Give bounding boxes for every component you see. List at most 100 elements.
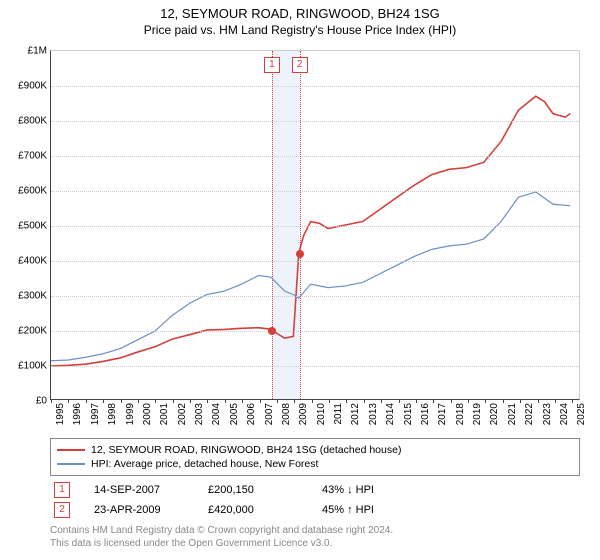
x-tick-label: 2022 bbox=[524, 403, 535, 425]
legend-series-row: 12, SEYMOUR ROAD, RINGWOOD, BH24 1SG (de… bbox=[57, 443, 573, 457]
legend-event-row: 223-APR-2009£420,00045% ↑ HPI bbox=[54, 502, 580, 518]
x-tick-mark bbox=[520, 399, 521, 403]
x-tick-label: 2017 bbox=[437, 403, 448, 425]
x-tick-mark bbox=[346, 399, 347, 403]
y-tick-label: £800K bbox=[18, 116, 47, 127]
x-tick-mark bbox=[381, 399, 382, 403]
y-tick-label: £500K bbox=[18, 221, 47, 232]
gridline bbox=[51, 366, 579, 367]
x-tick-label: 2015 bbox=[403, 403, 414, 425]
x-tick-label: 2023 bbox=[542, 403, 553, 425]
x-tick-mark bbox=[485, 399, 486, 403]
gridline bbox=[51, 86, 579, 87]
x-tick-label: 2013 bbox=[368, 403, 379, 425]
x-tick-mark bbox=[503, 399, 504, 403]
x-tick-mark bbox=[51, 399, 52, 403]
legend-label: 12, SEYMOUR ROAD, RINGWOOD, BH24 1SG (de… bbox=[91, 444, 401, 456]
x-tick-label: 2021 bbox=[507, 403, 518, 425]
series-line bbox=[51, 192, 570, 361]
event-date: 23-APR-2009 bbox=[94, 504, 184, 516]
x-tick-mark bbox=[451, 399, 452, 403]
x-tick-mark bbox=[68, 399, 69, 403]
x-tick-mark bbox=[572, 399, 573, 403]
x-tick-mark bbox=[416, 399, 417, 403]
legend-event-marker: 1 bbox=[54, 482, 70, 498]
x-tick-label: 2000 bbox=[142, 403, 153, 425]
legend-series-box: 12, SEYMOUR ROAD, RINGWOOD, BH24 1SG (de… bbox=[50, 438, 580, 476]
series-line bbox=[51, 96, 570, 366]
x-tick-label: 2004 bbox=[211, 403, 222, 425]
footer-line2: This data is licensed under the Open Gov… bbox=[50, 537, 580, 550]
x-tick-label: 2024 bbox=[559, 403, 570, 425]
x-tick-label: 2005 bbox=[229, 403, 240, 425]
sale-point bbox=[296, 250, 304, 258]
x-tick-label: 1999 bbox=[125, 403, 136, 425]
x-tick-mark bbox=[138, 399, 139, 403]
x-tick-mark bbox=[364, 399, 365, 403]
footer: Contains HM Land Registry data © Crown c… bbox=[50, 524, 580, 550]
x-tick-label: 2007 bbox=[264, 403, 275, 425]
event-date: 14-SEP-2007 bbox=[94, 484, 184, 496]
x-tick-label: 1996 bbox=[72, 403, 83, 425]
x-tick-label: 2018 bbox=[455, 403, 466, 425]
chart-title: 12, SEYMOUR ROAD, RINGWOOD, BH24 1SG bbox=[0, 0, 600, 21]
x-tick-label: 2019 bbox=[472, 403, 483, 425]
x-tick-label: 2003 bbox=[194, 403, 205, 425]
event-delta: 43% ↓ HPI bbox=[322, 484, 412, 496]
x-tick-mark bbox=[468, 399, 469, 403]
gridline bbox=[51, 121, 579, 122]
y-tick-label: £600K bbox=[18, 186, 47, 197]
event-delta: 45% ↑ HPI bbox=[322, 504, 412, 516]
chart-subtitle: Price paid vs. HM Land Registry's House … bbox=[0, 21, 600, 41]
x-tick-mark bbox=[555, 399, 556, 403]
event-marker: 1 bbox=[264, 57, 280, 73]
gridline bbox=[51, 331, 579, 332]
x-tick-mark bbox=[225, 399, 226, 403]
x-tick-mark bbox=[155, 399, 156, 403]
x-tick-label: 1998 bbox=[107, 403, 118, 425]
x-tick-label: 2020 bbox=[489, 403, 500, 425]
gridline bbox=[51, 296, 579, 297]
y-tick-label: £200K bbox=[18, 326, 47, 337]
x-tick-mark bbox=[190, 399, 191, 403]
legend-swatch bbox=[57, 449, 85, 451]
x-tick-mark bbox=[433, 399, 434, 403]
line-layer bbox=[51, 51, 579, 399]
gridline bbox=[51, 226, 579, 227]
x-tick-label: 2002 bbox=[177, 403, 188, 425]
x-tick-label: 2010 bbox=[316, 403, 327, 425]
chart-area: £0£100K£200K£300K£400K£500K£600K£700K£80… bbox=[50, 50, 580, 400]
y-tick-label: £1M bbox=[28, 46, 47, 57]
x-tick-label: 1995 bbox=[55, 403, 66, 425]
legend-event-row: 1 14-SEP-2007 £200,150 43% ↓ HPI bbox=[54, 482, 580, 498]
gridline bbox=[51, 156, 579, 157]
event-vline bbox=[272, 51, 273, 399]
y-tick-label: £300K bbox=[18, 291, 47, 302]
x-tick-mark bbox=[312, 399, 313, 403]
gridline bbox=[51, 191, 579, 192]
event-vline bbox=[300, 51, 301, 399]
y-tick-label: £900K bbox=[18, 81, 47, 92]
event-marker: 2 bbox=[292, 57, 308, 73]
x-tick-label: 2006 bbox=[246, 403, 257, 425]
x-tick-mark bbox=[329, 399, 330, 403]
x-tick-mark bbox=[86, 399, 87, 403]
chart-container: 12, SEYMOUR ROAD, RINGWOOD, BH24 1SG Pri… bbox=[0, 0, 600, 560]
x-tick-mark bbox=[260, 399, 261, 403]
x-tick-mark bbox=[121, 399, 122, 403]
x-tick-mark bbox=[207, 399, 208, 403]
legend-swatch bbox=[57, 463, 85, 465]
x-tick-mark bbox=[294, 399, 295, 403]
event-price: £200,150 bbox=[208, 484, 298, 496]
y-tick-label: £100K bbox=[18, 361, 47, 372]
x-tick-label: 1997 bbox=[90, 403, 101, 425]
legend: 12, SEYMOUR ROAD, RINGWOOD, BH24 1SG (de… bbox=[50, 438, 580, 550]
sale-point bbox=[268, 327, 276, 335]
x-tick-label: 2012 bbox=[350, 403, 361, 425]
y-tick-label: £0 bbox=[36, 396, 47, 407]
footer-line1: Contains HM Land Registry data © Crown c… bbox=[50, 524, 580, 537]
x-tick-mark bbox=[399, 399, 400, 403]
x-tick-label: 2011 bbox=[333, 403, 344, 425]
gridline bbox=[51, 261, 579, 262]
event-price: £420,000 bbox=[208, 504, 298, 516]
